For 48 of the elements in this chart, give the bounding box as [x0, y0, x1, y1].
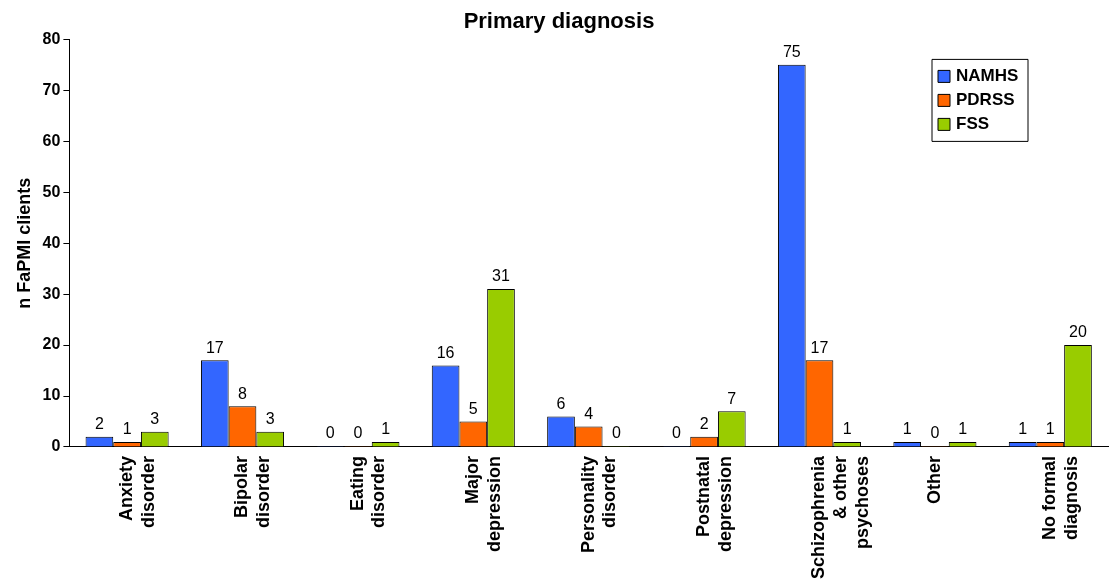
data-label: 1 [381, 420, 391, 438]
data-label: 2 [94, 415, 104, 433]
legend-label: FSS [956, 114, 990, 134]
y-tick-label: 30 [42, 284, 61, 302]
data-label: 1 [1018, 420, 1028, 438]
data-label: 75 [782, 43, 801, 61]
y-tick-label: 10 [42, 386, 61, 404]
data-label: 1 [122, 420, 132, 438]
x-tick-label: Eating disorder [346, 455, 389, 529]
y-tick-label: 40 [42, 233, 61, 251]
data-label: 0 [611, 424, 621, 442]
legend-label: NAMHS [956, 66, 1019, 86]
data-label: 0 [930, 424, 940, 442]
y-tick-label: 50 [42, 182, 61, 200]
data-label: 7 [727, 389, 737, 407]
data-label: 8 [238, 384, 248, 402]
data-label: 1 [1045, 420, 1055, 438]
x-tick-label: Other [923, 455, 944, 504]
y-axis-title: n FaPMI clients [13, 177, 34, 309]
data-label: 2 [699, 415, 709, 433]
x-tick-label: Personality disorder [577, 455, 620, 554]
data-label: 31 [492, 267, 510, 285]
x-tick-label: Bipolar disorder [231, 455, 274, 529]
legend-label: PDRSS [956, 90, 1015, 110]
y-tick-label: 80 [42, 29, 61, 47]
data-label: 5 [468, 399, 478, 417]
data-label: 1 [958, 420, 968, 438]
data-label: 17 [205, 338, 224, 356]
x-tick-label: Anxiety disorder [116, 455, 158, 529]
data-label: 3 [150, 410, 160, 428]
data-label: 1 [842, 420, 852, 438]
data-label: 16 [436, 343, 455, 361]
data-label: 17 [810, 338, 829, 356]
data-label: 1 [902, 420, 912, 438]
data-label: 4 [584, 405, 594, 423]
data-label: 0 [325, 424, 335, 442]
x-tick-label: No formal diagnosis [1039, 455, 1081, 540]
data-label: 6 [556, 394, 566, 412]
y-tick-label: 70 [42, 80, 61, 98]
x-tick-label: Schizophrenia & other psychoses [808, 455, 872, 580]
chart-title: Primary diagnosis [463, 8, 655, 34]
data-label: 0 [353, 424, 363, 442]
data-label: 3 [265, 410, 275, 428]
y-tick-label: 0 [51, 437, 61, 455]
y-tick-label: 60 [42, 131, 61, 149]
data-label: 0 [671, 424, 681, 442]
y-tick-label: 20 [42, 335, 61, 353]
data-label: 20 [1069, 323, 1087, 341]
